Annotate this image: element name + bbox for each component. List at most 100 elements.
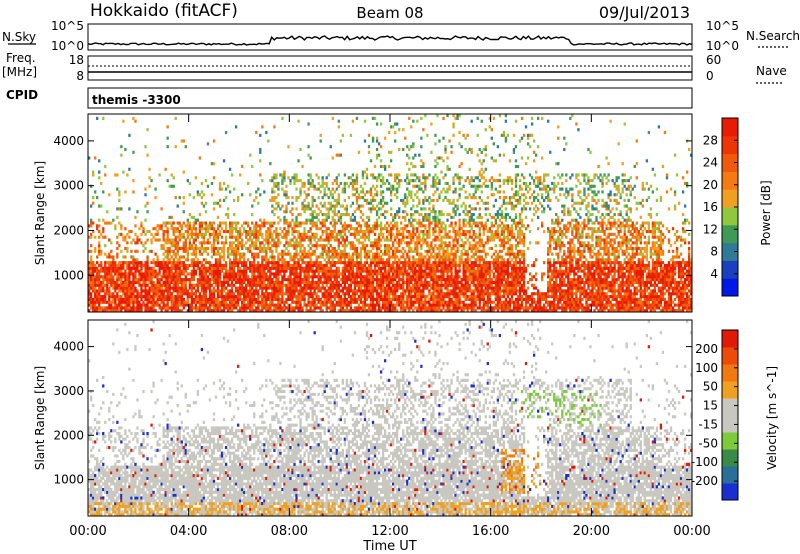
- power-cell: [104, 278, 107, 282]
- power-cell: [126, 272, 129, 276]
- power-cell: [438, 297, 441, 301]
- power-cell: [299, 249, 302, 253]
- power-cell: [204, 266, 208, 270]
- power-cell: [283, 218, 286, 222]
- power-cell: [436, 221, 439, 225]
- power-cell: [226, 297, 230, 301]
- power-cell: [293, 283, 296, 287]
- power-cell: [323, 249, 326, 253]
- power-cell: [116, 269, 119, 273]
- power-cell: [210, 292, 214, 296]
- power-cell: [279, 173, 282, 177]
- power-cell: [287, 252, 290, 256]
- power-cell: [355, 297, 359, 301]
- power-cell: [216, 246, 220, 251]
- power-cell: [412, 295, 415, 299]
- power-cell: [428, 303, 431, 307]
- power-cell: [112, 283, 115, 287]
- power-cell: [96, 269, 99, 273]
- power-cell: [295, 173, 298, 177]
- power-cell: [321, 196, 324, 200]
- power-cell: [224, 266, 228, 270]
- power-cell: [88, 280, 91, 285]
- power-cell: [243, 292, 246, 296]
- power-cell: [341, 238, 344, 242]
- power-cell: [398, 295, 401, 299]
- power-cell: [186, 221, 189, 225]
- power-cell: [436, 252, 439, 256]
- power-cell: [192, 306, 195, 310]
- power-cell: [361, 218, 365, 222]
- power-cell: [110, 266, 113, 270]
- power-cell: [170, 309, 173, 313]
- power-cell: [90, 255, 93, 259]
- power-cell: [295, 266, 298, 270]
- power-cell: [416, 272, 419, 276]
- power-cell: [301, 306, 304, 310]
- power-cell: [390, 263, 393, 268]
- power-cell: [297, 306, 300, 310]
- power-cell: [426, 295, 429, 299]
- power-cell: [104, 269, 107, 273]
- power-cell: [122, 289, 125, 293]
- power-cell: [438, 229, 441, 234]
- power-cell: [277, 215, 280, 219]
- power-cell: [301, 201, 304, 205]
- power-cell: [273, 295, 276, 299]
- power-cell: [323, 201, 326, 205]
- power-cell: [265, 272, 268, 276]
- power-cell: [363, 221, 367, 225]
- power-cell: [281, 280, 284, 285]
- power-cell: [406, 235, 409, 239]
- power-cell: [404, 193, 407, 197]
- power-cell: [230, 275, 234, 279]
- power-cell: [263, 306, 266, 310]
- power-cell: [396, 190, 399, 194]
- power-cell: [321, 246, 324, 251]
- power-cell: [275, 232, 278, 236]
- power-cell: [347, 272, 351, 276]
- nave-label: Nave: [756, 64, 787, 78]
- power-cell: [379, 278, 383, 282]
- power-cell: [426, 213, 429, 217]
- power-cell: [446, 278, 449, 282]
- power-cell: [243, 252, 246, 256]
- power-cell: [255, 221, 258, 225]
- power-cell: [377, 306, 381, 310]
- power-cell: [287, 227, 290, 231]
- power-cell: [245, 275, 248, 279]
- power-cell: [178, 309, 181, 313]
- power-cell: [414, 258, 417, 262]
- power-cell: [188, 246, 191, 251]
- power-cell: [414, 266, 417, 270]
- power-cell: [144, 275, 147, 279]
- power-cell: [247, 249, 250, 253]
- power-cell: [289, 179, 292, 183]
- power-cell: [408, 272, 411, 276]
- power-cell: [251, 255, 254, 259]
- power-cell: [188, 278, 191, 282]
- power-cell: [140, 278, 143, 282]
- power-cell: [92, 173, 95, 177]
- power-cell: [367, 235, 371, 239]
- power-cell: [361, 196, 365, 200]
- power-cell: [371, 184, 375, 188]
- power-cell: [186, 263, 189, 268]
- power-cell: [448, 266, 451, 270]
- power-cell: [408, 190, 411, 194]
- power-cell: [263, 297, 266, 301]
- power-cell: [261, 261, 264, 265]
- power-cell: [373, 272, 377, 276]
- power-cell: [383, 246, 387, 251]
- power-cell: [327, 286, 330, 290]
- power-cell: [166, 278, 169, 282]
- power-cell: [142, 275, 145, 279]
- power-cell: [414, 232, 417, 236]
- power-cell: [385, 252, 389, 256]
- power-cell: [416, 269, 419, 273]
- power-cell: [134, 278, 137, 282]
- power-cell: [279, 218, 282, 222]
- power-cell: [422, 289, 425, 293]
- power-cell: [420, 266, 423, 270]
- power-cell: [230, 300, 234, 304]
